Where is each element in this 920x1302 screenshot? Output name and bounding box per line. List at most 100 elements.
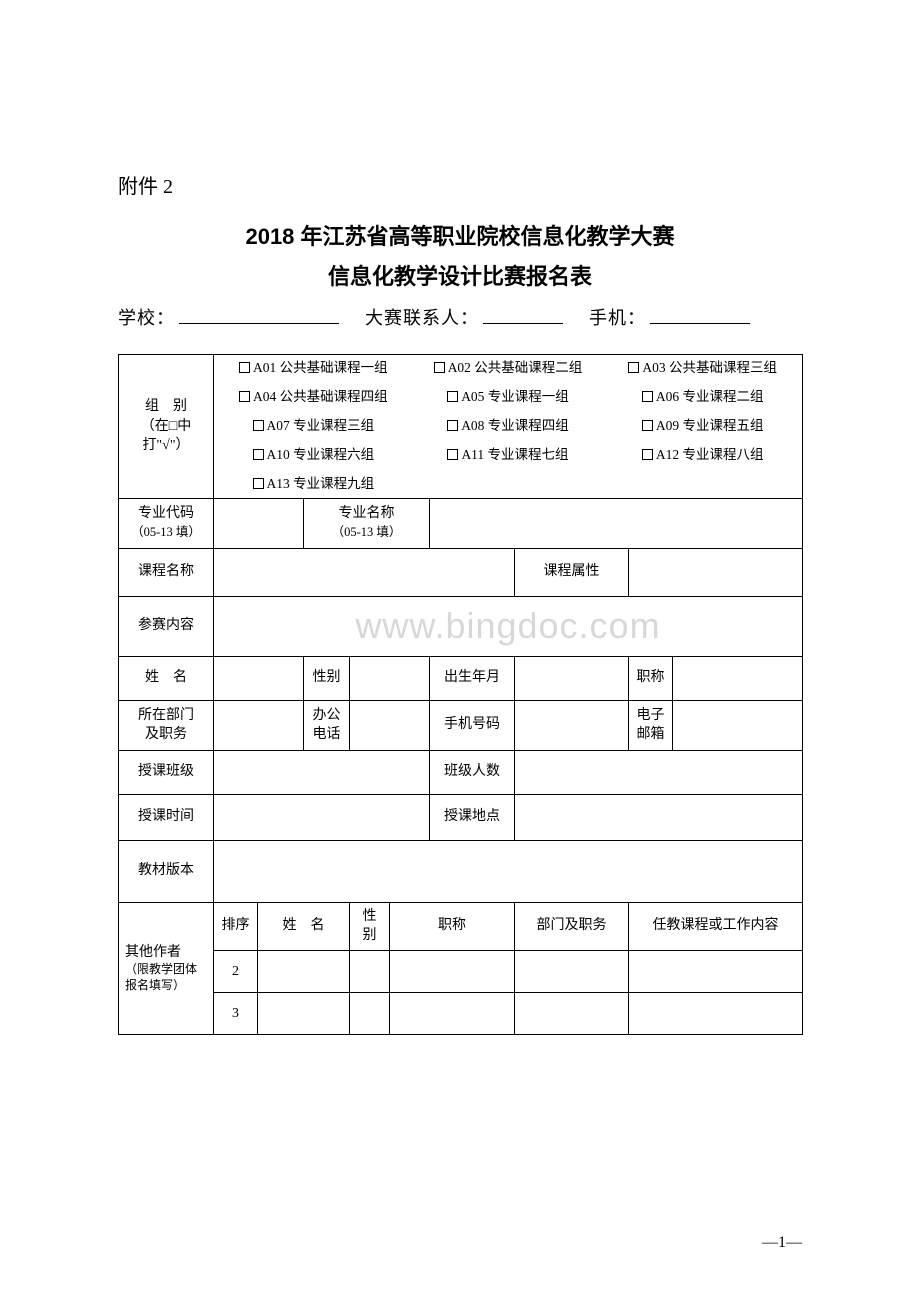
checkbox-icon [253, 420, 264, 431]
email-l2: 邮箱 [637, 727, 665, 742]
time-label: 授课时间 [119, 794, 214, 840]
gender-label: 性别 [304, 656, 350, 700]
watermark-text: www.bingdoc.com [355, 605, 660, 646]
title-label: 职称 [629, 656, 673, 700]
group-option-label: A09 专业课程五组 [656, 418, 764, 433]
major-name-label: 专业名称 （05-13 填） [304, 498, 430, 548]
gender-value [350, 656, 430, 700]
others-row-dept [515, 992, 629, 1034]
group-option: A02 公共基础课程二组 [415, 359, 602, 378]
other-authors-l3: 报名填写） [125, 978, 207, 994]
group-option-label: A11 专业课程七组 [461, 447, 568, 462]
others-row-title [390, 992, 515, 1034]
contest-content-value: www.bingdoc.com [214, 596, 803, 656]
group-option: A04 公共基础课程四组 [220, 388, 407, 407]
email-value [673, 700, 803, 750]
checkbox-icon [642, 391, 653, 402]
others-gender-header: 性别 [350, 902, 390, 950]
group-option: A10 专业课程六组 [220, 446, 407, 465]
birth-label: 出生年月 [430, 656, 515, 700]
group-option: A03 公共基础课程三组 [609, 359, 796, 378]
group-option-label: A04 公共基础课程四组 [253, 389, 388, 404]
others-row-name [258, 992, 350, 1034]
others-row-title [390, 950, 515, 992]
name-value [214, 656, 304, 700]
office-phone-value [350, 700, 430, 750]
email-l1: 电子 [637, 708, 665, 723]
checkbox-icon [628, 362, 639, 373]
others-row-dept [515, 950, 629, 992]
others-row-name [258, 950, 350, 992]
group-option: A11 专业课程七组 [415, 446, 602, 465]
others-order-header: 排序 [214, 902, 258, 950]
group-options-cell: A01 公共基础课程一组 A02 公共基础课程二组 A03 公共基础课程三组 A… [214, 355, 803, 498]
textbook-value [214, 840, 803, 902]
other-authors-l2: （限教学团体 [125, 962, 207, 978]
group-option: A06 专业课程二组 [609, 388, 796, 407]
phone-underline [650, 304, 750, 324]
others-row-gender [350, 992, 390, 1034]
checkbox-icon [447, 449, 458, 460]
dept-value [214, 700, 304, 750]
mobile-label: 手机号码 [430, 700, 515, 750]
group-option: A13 专业课程九组 [220, 475, 407, 494]
group-label-l3: 打"√"） [142, 438, 189, 453]
title-line-1: 2018 年江苏省高等职业院校信息化教学大赛 [118, 217, 802, 257]
phone-label: 手机： [589, 304, 646, 330]
major-code-value [214, 498, 304, 548]
group-option-label: A13 专业课程九组 [267, 476, 375, 491]
class-value [214, 750, 430, 794]
title-line-2: 信息化教学设计比赛报名表 [118, 257, 802, 297]
course-name-value [214, 548, 515, 596]
group-option-label: A02 公共基础课程二组 [448, 360, 583, 375]
others-name-header: 姓 名 [258, 902, 350, 950]
major-name-l1: 专业名称 [339, 506, 395, 521]
group-label-l2: （在□中 [141, 419, 191, 434]
time-value [214, 794, 430, 840]
others-row-order: 3 [214, 992, 258, 1034]
others-title-header: 职称 [390, 902, 515, 950]
checkbox-icon [253, 478, 264, 489]
group-option-label: A01 公共基础课程一组 [253, 360, 388, 375]
school-label: 学校： [118, 304, 175, 330]
header-row: 学校： 大赛联系人： 手机： [118, 304, 802, 330]
others-row-order: 2 [214, 950, 258, 992]
group-label-cell: 组 别 （在□中 打"√"） [119, 355, 214, 498]
attachment-label: 附件 2 [118, 170, 802, 199]
group-option-label: A10 专业课程六组 [267, 447, 375, 462]
registration-form-table: 组 别 （在□中 打"√"） A01 公共基础课程一组 A02 公共基础课程二组… [118, 354, 803, 1035]
group-option: A05 专业课程一组 [415, 388, 602, 407]
checkbox-icon [642, 449, 653, 460]
group-option-label: A03 公共基础课程三组 [642, 360, 777, 375]
course-attr-label: 课程属性 [515, 548, 629, 596]
major-name-value [430, 498, 803, 548]
contest-content-label: 参赛内容 [119, 596, 214, 656]
contact-underline [483, 304, 563, 324]
course-name-label: 课程名称 [119, 548, 214, 596]
group-option: A12 专业课程八组 [609, 446, 796, 465]
class-label: 授课班级 [119, 750, 214, 794]
major-code-l2: （05-13 填） [131, 525, 201, 539]
school-underline [179, 304, 339, 324]
others-row-work [629, 950, 803, 992]
group-option-label: A06 专业课程二组 [656, 389, 764, 404]
others-work-header: 任教课程或工作内容 [629, 902, 803, 950]
major-code-l1: 专业代码 [138, 506, 194, 521]
others-row-work [629, 992, 803, 1034]
class-size-value [515, 750, 803, 794]
checkbox-icon [253, 449, 264, 460]
group-option-label: A05 专业课程一组 [461, 389, 569, 404]
group-option: A08 专业课程四组 [415, 417, 602, 436]
major-code-label: 专业代码 （05-13 填） [119, 498, 214, 548]
email-label: 电子 邮箱 [629, 700, 673, 750]
group-option-label: A12 专业课程八组 [656, 447, 764, 462]
checkbox-icon [447, 420, 458, 431]
dept-l1: 所在部门 [138, 708, 194, 723]
group-option-label: A07 专业课程三组 [267, 418, 375, 433]
checkbox-icon [642, 420, 653, 431]
office-l1: 办公 [313, 708, 341, 723]
mobile-value [515, 700, 629, 750]
others-dept-header: 部门及职务 [515, 902, 629, 950]
other-authors-l1: 其他作者 [125, 945, 181, 960]
dept-label: 所在部门 及职务 [119, 700, 214, 750]
